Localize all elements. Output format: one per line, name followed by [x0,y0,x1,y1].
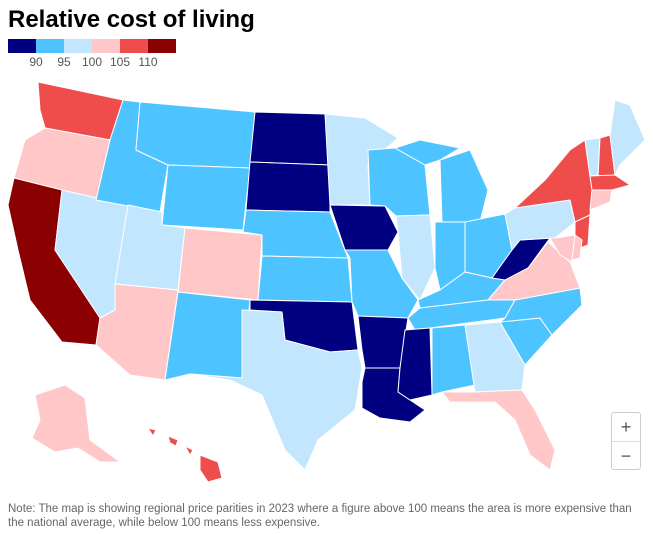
footnote: Note: The map is showing regional price … [8,503,632,529]
legend-swatch-0 [8,39,36,53]
state-ct[interactable] [589,189,613,211]
state-tx[interactable] [189,309,363,471]
color-legend [8,39,178,53]
zoom-control: + − [611,412,641,470]
state-me[interactable] [609,99,646,176]
legend-swatch-2 [64,39,92,53]
state-fl[interactable] [441,389,556,471]
state-ms[interactable] [397,327,433,401]
legend-tick: 100 [81,55,103,69]
state-ks[interactable] [257,255,353,303]
us-map[interactable] [0,75,653,485]
map-title: Relative cost of living [8,6,255,33]
zoom-out-button[interactable]: − [620,446,632,466]
state-mt[interactable] [135,101,256,169]
state-nd[interactable] [249,111,331,166]
legend-ticks: 90 95 100 105 110 [8,55,188,69]
zoom-divider [612,441,640,442]
state-co[interactable] [177,227,263,301]
legend-swatch-5 [148,39,176,53]
state-de[interactable] [571,234,583,261]
state-sd[interactable] [245,161,331,213]
legend-swatch-4 [120,39,148,53]
state-ma[interactable] [589,174,631,191]
state-hi[interactable] [147,427,223,483]
state-wy[interactable] [161,164,251,231]
state-nm[interactable] [164,291,251,381]
legend-tick: 110 [138,55,158,69]
legend-tick: 105 [109,55,131,69]
state-mi[interactable] [394,139,489,223]
zoom-in-button[interactable]: + [620,417,632,437]
legend-tick: 90 [29,55,43,69]
state-ar[interactable] [357,315,409,369]
legend-swatch-1 [36,39,64,53]
state-ak[interactable] [31,384,121,463]
legend-tick: 95 [57,55,71,69]
legend-swatch-3 [92,39,120,53]
state-al[interactable] [431,324,476,396]
